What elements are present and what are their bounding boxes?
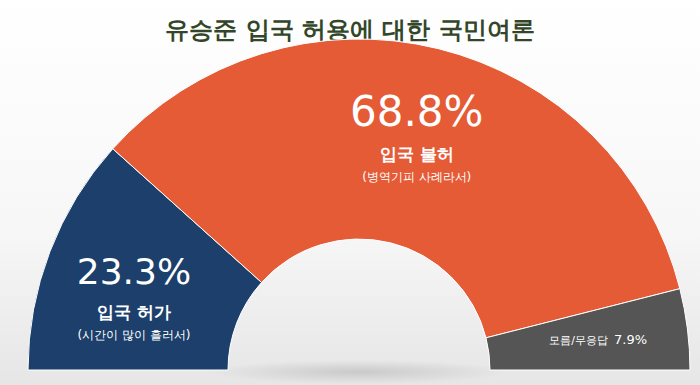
slice-label: 모름/무응답 7.9% <box>549 332 647 347</box>
pie <box>28 39 690 370</box>
shadow <box>209 360 509 384</box>
data-label: 68.8% <box>350 87 483 136</box>
annotation: (병역기피 사례라서) <box>362 170 471 184</box>
category-label: 입국 허가 <box>97 302 171 322</box>
data-label: 7.9% <box>614 332 647 347</box>
chart: 유승준 입국 허용에 대한 국민여론23.3%입국 허가(시간이 많이 흘러서)… <box>0 0 700 385</box>
annotation: (시간이 많이 흘러서) <box>77 328 190 342</box>
category-label: 모름/무응답 <box>549 334 608 347</box>
slice <box>486 289 690 370</box>
labels: 23.3% 입국 허가 (시간이 많이 흘러서) 68.8% 입국 불허 (병역기피 사례… <box>77 87 647 347</box>
category-label: 입국 불허 <box>380 144 454 164</box>
background <box>0 0 700 385</box>
data-label: 23.3% <box>77 251 191 292</box>
slice <box>113 39 680 338</box>
